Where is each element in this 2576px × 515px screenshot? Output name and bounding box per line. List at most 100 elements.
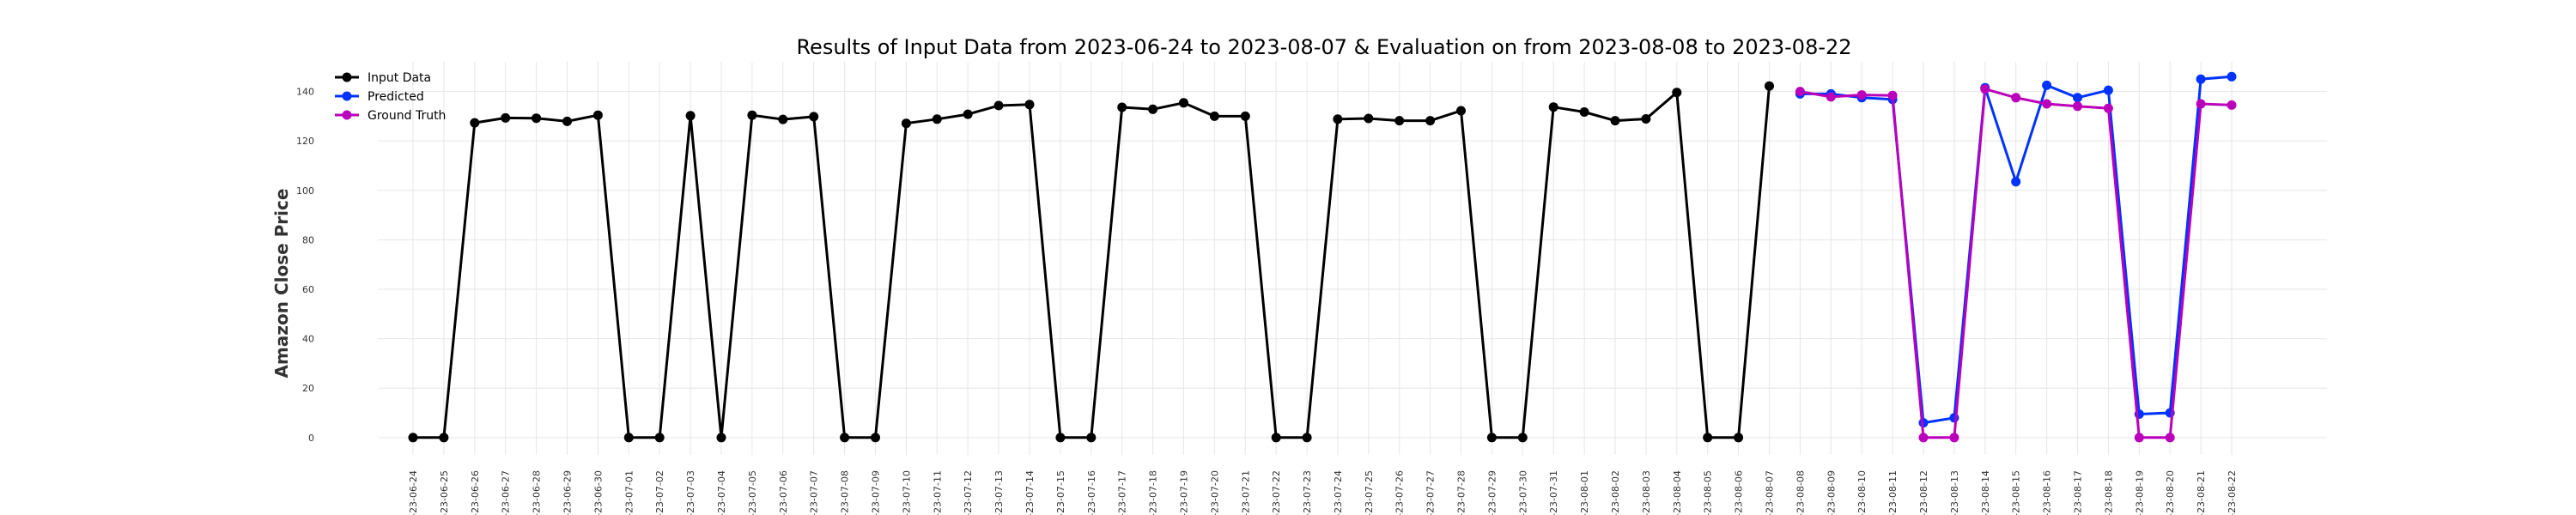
- data-point: [532, 113, 542, 124]
- chart-title: Results of Input Data from 2023-06-24 to…: [796, 35, 1851, 59]
- x-tick-label: -23-07-11: [932, 470, 943, 515]
- x-tick-label: -23-06-24: [408, 470, 419, 515]
- x-tick-label: -23-07-01: [623, 470, 635, 515]
- legend-entry: Ground Truth: [335, 109, 446, 123]
- x-tick-label: -23-06-27: [501, 470, 512, 515]
- series-layer: [408, 71, 2237, 443]
- x-tick-label: -23-07-17: [1117, 470, 1128, 515]
- data-point: [963, 109, 973, 119]
- x-tick-label: -23-07-10: [901, 470, 912, 515]
- legend-entry: Input Data: [335, 71, 431, 85]
- x-tick-label: -23-07-15: [1055, 470, 1066, 515]
- y-axis-label: Amazon Close Price: [271, 189, 292, 379]
- data-point: [562, 116, 572, 126]
- y-tick-label: 40: [302, 334, 314, 345]
- data-point: [778, 114, 788, 124]
- x-tick-label: -23-08-03: [1641, 470, 1652, 515]
- legend-marker: [342, 110, 352, 120]
- x-tick-label: -23-08-21: [2196, 470, 2207, 515]
- data-point: [1826, 92, 1836, 102]
- x-tick-label: -23-08-15: [2011, 470, 2022, 515]
- x-tick-label: -23-07-14: [1024, 470, 1036, 515]
- data-point: [1086, 433, 1097, 443]
- data-point: [2103, 103, 2113, 113]
- series-input-data: [408, 81, 1774, 443]
- data-point: [901, 118, 911, 129]
- data-point: [2196, 74, 2206, 84]
- data-point: [1918, 433, 1929, 443]
- x-tick-label: -23-07-20: [1209, 470, 1220, 515]
- data-point: [1486, 433, 1497, 443]
- data-point: [470, 118, 480, 128]
- grid: [378, 62, 2327, 455]
- x-tick-label: -23-06-29: [562, 470, 573, 515]
- x-tick-label: -23-07-06: [778, 470, 789, 515]
- x-tick-label: -23-07-08: [840, 470, 851, 515]
- data-point: [654, 433, 665, 443]
- data-point: [1672, 88, 1682, 98]
- data-point: [408, 433, 418, 443]
- x-tick-label: -23-07-05: [747, 470, 758, 515]
- x-tick-label: -23-08-08: [1795, 470, 1806, 515]
- y-tick-label: 0: [308, 433, 314, 444]
- data-point: [2042, 99, 2052, 109]
- data-point: [2165, 433, 2175, 443]
- x-tick-label: -23-07-22: [1271, 470, 1282, 515]
- x-tick-label: -23-08-11: [1887, 470, 1899, 515]
- x-tick-label: -23-08-12: [1918, 470, 1929, 515]
- data-point: [1517, 433, 1528, 443]
- x-tick-label: -23-07-27: [1425, 470, 1437, 515]
- data-point: [1179, 98, 1188, 108]
- x-tick-label: -23-08-14: [1980, 470, 1991, 515]
- data-point: [1579, 107, 1589, 117]
- x-tick-label: -23-06-28: [532, 470, 543, 515]
- data-point: [1024, 100, 1035, 110]
- data-point: [1209, 111, 1219, 121]
- x-tick-label: -23-07-19: [1178, 470, 1189, 515]
- data-point: [2073, 93, 2082, 103]
- x-tick-label: -23-07-03: [685, 470, 696, 515]
- x-tick-label: -23-06-26: [470, 470, 481, 515]
- data-point: [2134, 433, 2144, 443]
- y-tick-label: 140: [296, 87, 314, 98]
- x-tick-label: -23-08-20: [2165, 470, 2176, 515]
- data-point: [2227, 71, 2237, 82]
- data-point: [439, 433, 449, 443]
- x-tick-label: -23-08-17: [2073, 470, 2084, 515]
- x-tick-label: -23-08-04: [1672, 470, 1683, 515]
- x-tick-label: -23-08-18: [2103, 470, 2114, 515]
- data-point: [1887, 90, 1898, 100]
- data-point: [716, 433, 726, 443]
- data-point: [1980, 84, 1990, 94]
- x-tick-label: -23-07-04: [716, 470, 727, 515]
- x-tick-label: -23-07-26: [1394, 470, 1406, 515]
- legend-entry: Predicted: [335, 90, 424, 104]
- data-point: [1271, 433, 1281, 443]
- data-point: [2227, 100, 2237, 110]
- x-tick-label: -23-07-24: [1333, 470, 1344, 515]
- data-point: [1548, 102, 1558, 112]
- legend: Input Data Predicted Ground Truth: [335, 71, 446, 123]
- data-point: [1055, 433, 1066, 443]
- x-tick-label: -23-08-06: [1734, 470, 1745, 515]
- data-point: [1456, 106, 1466, 116]
- x-tick-label: -23-07-28: [1456, 470, 1467, 515]
- data-point: [1117, 102, 1127, 112]
- y-tick-label: 100: [296, 185, 314, 197]
- y-tick-label: 120: [296, 136, 314, 147]
- data-point: [501, 112, 511, 123]
- data-point: [1795, 87, 1805, 97]
- y-tick-label: 20: [302, 383, 314, 394]
- legend-label: Ground Truth: [368, 109, 446, 123]
- data-point: [1765, 81, 1774, 91]
- x-tick-label: -23-06-30: [592, 470, 604, 515]
- x-tick-label: -23-06-25: [439, 470, 450, 515]
- x-tick-label: -23-07-31: [1548, 470, 1559, 515]
- legend-marker: [342, 72, 352, 82]
- x-tick-label: -23-08-09: [1826, 470, 1837, 515]
- x-tick-label: -23-08-01: [1579, 470, 1590, 515]
- data-point: [747, 110, 757, 120]
- x-tick-label: -23-07-18: [1148, 470, 1159, 515]
- legend-label: Input Data: [368, 71, 431, 85]
